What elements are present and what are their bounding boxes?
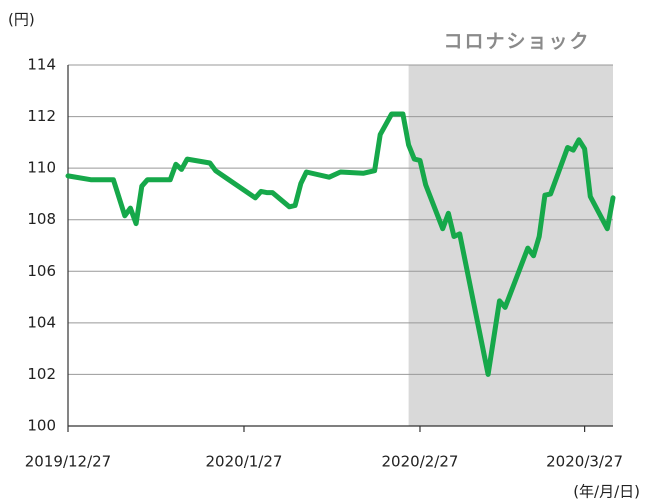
y-tick-label: 110 [27,159,56,177]
y-tick-label: 112 [27,107,56,125]
data-line [65,111,616,377]
annotation: コロナショック [443,31,590,53]
y-tick-label: 114 [27,56,56,74]
shade-region [408,65,613,426]
y-tick-label: 102 [27,365,56,383]
y-tick-label: 100 [27,417,56,435]
y-axis-label: (円) [8,11,35,29]
x-tick-label: 2020/2/27 [382,453,459,471]
y-tick-label: 104 [27,313,56,331]
x-tick-label: 2020/3/27 [546,453,623,471]
y-tick-label: 106 [27,262,56,280]
x-axis-label: (年/月/日) [573,483,640,501]
x-tick-label: 2019/12/27 [25,453,111,471]
y-tick-label: 108 [27,210,56,228]
x-tick-label: 2020/1/27 [206,453,283,471]
